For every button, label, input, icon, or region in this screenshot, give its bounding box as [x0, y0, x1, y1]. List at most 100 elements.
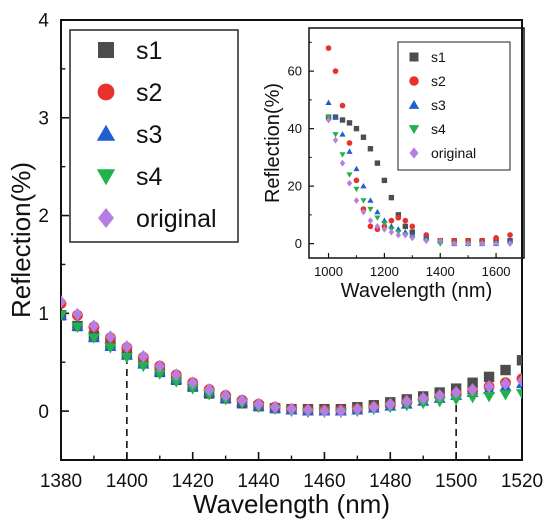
x-tick-label: 1520	[501, 471, 543, 492]
data-point-s3	[346, 148, 353, 154]
data-point-s3	[325, 99, 332, 106]
data-point-original	[409, 234, 416, 242]
legend-label-original: original	[136, 205, 217, 233]
legend-marker-original	[98, 208, 114, 228]
data-point-original	[437, 237, 443, 245]
data-point-s4	[450, 394, 463, 406]
legend-label-s3: s3	[136, 121, 162, 149]
y-tick-label: 3	[38, 108, 49, 129]
data-point-original	[360, 208, 367, 216]
data-point-s1	[500, 364, 511, 376]
data-point-s4	[186, 384, 199, 395]
data-point-s2	[339, 102, 346, 109]
data-point-s1	[395, 212, 402, 218]
data-point-original	[418, 391, 429, 405]
data-point-s4	[153, 369, 166, 380]
main-chart: 1380 1400 1420 1440 1460 1480 1500 1520 0 1 2 3 4 Wav…	[6, 11, 543, 519]
data-point-original	[346, 179, 353, 187]
y-tick-label: 20	[288, 179, 302, 194]
data-points	[61, 295, 522, 419]
y-tick-label: 40	[288, 121, 302, 136]
data-point-original	[465, 240, 471, 247]
x-tick-label: 1000	[314, 264, 343, 279]
x-tick-label: 1600	[482, 264, 511, 279]
data-point-s4	[71, 322, 84, 334]
legend-label-s1: s1	[136, 37, 162, 65]
data-point-s4	[61, 310, 67, 322]
data-point-s4	[381, 221, 388, 227]
data-point-s1	[388, 194, 395, 201]
data-point-s2	[332, 68, 339, 74]
data-point-s3	[339, 131, 346, 137]
y-axis-label: Reflection(%)	[262, 83, 284, 203]
data-point-s1	[353, 125, 360, 132]
data-point-s3	[367, 197, 374, 203]
data-point-s4	[104, 343, 117, 354]
data-point-s4	[433, 396, 446, 408]
x-axis-label: Wavelength (nm)	[193, 489, 390, 519]
data-point-original	[302, 403, 314, 417]
x-tick-label: 1400	[426, 264, 455, 279]
legend-marker-s4	[408, 125, 420, 135]
data-point-s4	[499, 390, 512, 401]
data-point-s2	[346, 140, 353, 146]
data-point-s2	[353, 177, 360, 184]
y-tick-label: 4	[38, 11, 49, 32]
legend-label-s1: s1	[431, 49, 446, 65]
legend-marker-s3	[96, 124, 116, 141]
data-point-original	[269, 400, 281, 414]
x-axis-label: Wavelength (nm)	[341, 280, 493, 302]
data-point-s4	[360, 198, 367, 204]
data-point-original	[352, 402, 363, 416]
data-point-s1	[381, 177, 388, 184]
data-point-s1	[483, 371, 495, 383]
data-point-original	[493, 240, 499, 247]
y-tick-label: 1	[38, 304, 49, 325]
data-point-original	[353, 197, 360, 204]
x-tick-label: 1420	[172, 471, 214, 492]
data-point-original	[335, 404, 347, 418]
data-point-s1	[346, 120, 353, 126]
x-tick-label: 1380	[40, 471, 82, 492]
data-point-s4	[483, 392, 496, 403]
data-point-s1	[467, 377, 478, 388]
data-point-original	[374, 223, 381, 230]
data-point-original	[381, 225, 388, 233]
data-point-original	[72, 307, 83, 321]
data-point-original	[138, 349, 149, 363]
data-point-original	[121, 340, 133, 354]
data-point-s4	[120, 352, 133, 364]
data-point-s2	[388, 217, 395, 224]
x-tick-label: 1200	[370, 264, 399, 279]
data-point-s1	[374, 160, 381, 166]
data-point-original	[367, 217, 374, 224]
legend-marker-s2	[97, 83, 115, 101]
data-point-original	[253, 397, 264, 411]
data-point-original	[286, 402, 297, 416]
legend-marker-s1	[409, 52, 419, 62]
data-point-original	[61, 295, 67, 309]
data-point-s2	[395, 214, 402, 221]
x-tick-label: 1460	[303, 471, 345, 492]
legend-label-s3: s3	[431, 97, 446, 113]
data-point-original	[105, 330, 116, 344]
data-point-original	[483, 380, 495, 394]
data-point-original	[467, 383, 478, 397]
data-point-original	[507, 240, 513, 247]
data-point-original	[516, 374, 522, 388]
legend-marker-s1	[98, 42, 114, 58]
data-point-original	[154, 359, 165, 373]
data-point-s3	[360, 183, 367, 189]
data-point-original	[332, 136, 339, 144]
data-point-s3	[374, 208, 381, 215]
data-point-original	[385, 397, 396, 411]
data-point-s4	[332, 132, 339, 138]
x-tick-label: 1500	[435, 471, 477, 492]
data-point-original	[339, 159, 346, 167]
data-point-s4	[367, 206, 374, 213]
y-tick-label: 2	[38, 206, 49, 227]
legend-label-original: original	[431, 145, 476, 161]
data-point-original	[401, 394, 412, 408]
data-point-s1	[360, 134, 367, 140]
